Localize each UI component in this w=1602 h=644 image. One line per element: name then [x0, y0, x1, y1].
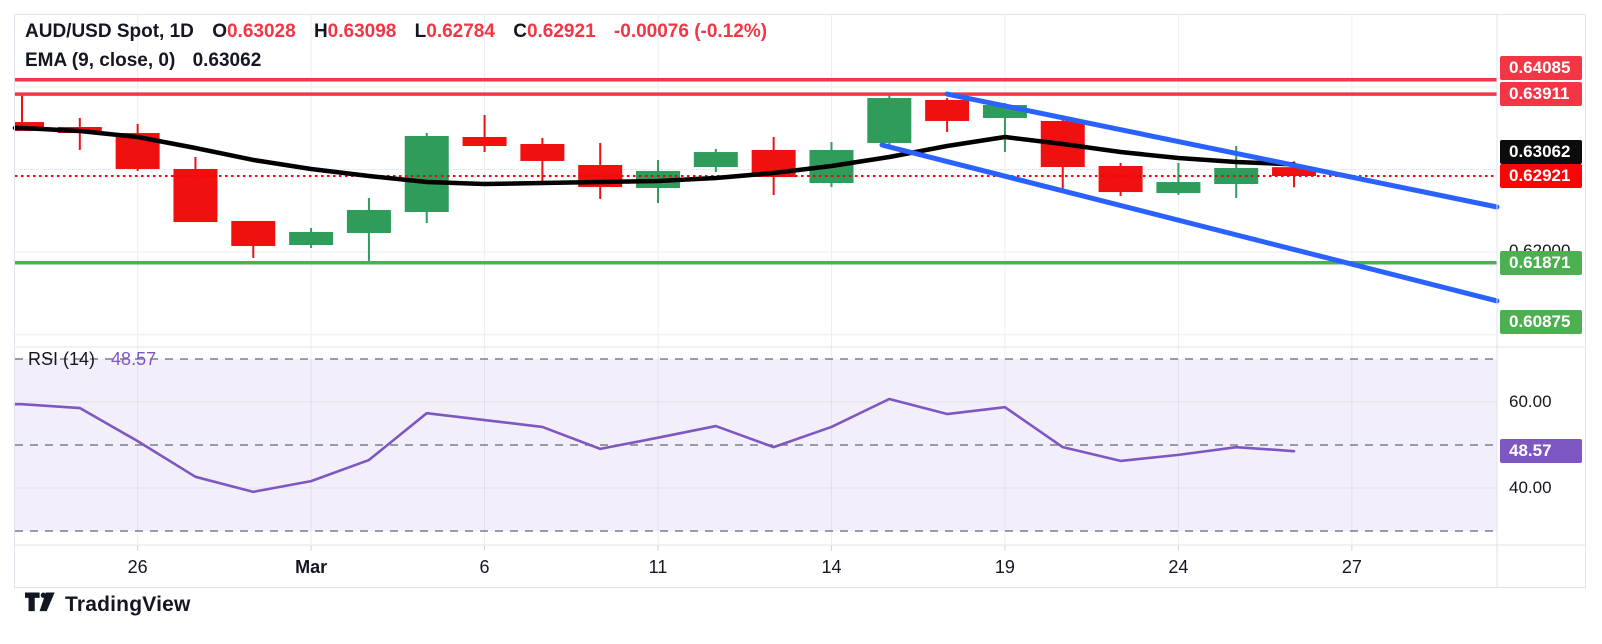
price-badge-support: 0.61871 — [1500, 251, 1582, 275]
price-badge-ema: 0.63062 — [1500, 140, 1582, 164]
open-value: 0.63028 — [226, 21, 296, 42]
low-label: L — [414, 21, 427, 42]
time-tick-label: Mar — [295, 557, 328, 577]
price-badge-last-close: 0.62921 — [1500, 164, 1582, 188]
time-tick-label: 27 — [1341, 557, 1362, 577]
close-label: C — [513, 21, 527, 42]
rsi-label: RSI (14) — [28, 349, 96, 369]
time-tick-label: 26 — [127, 557, 148, 577]
price-badge-resistance-lower: 0.63911 — [1500, 82, 1582, 106]
high-label: H — [313, 21, 328, 42]
time-tick-label: 24 — [1168, 557, 1189, 577]
time-tick-label: 6 — [479, 557, 490, 577]
price-badge-target: 0.60875 — [1500, 310, 1582, 334]
ema-value: 0.63062 — [192, 50, 262, 71]
symbol-legend[interactable]: AUD/USD Spot, 1D O0.63028 H0.63098 L0.62… — [25, 21, 767, 43]
ema-label: EMA (9, close, 0) — [25, 50, 176, 71]
tradingview-logo-text: TradingView — [65, 592, 191, 616]
low-value: 0.62784 — [426, 21, 495, 42]
rsi-legend[interactable]: RSI (14) 48.57 — [28, 349, 156, 370]
time-tick-label: 11 — [648, 557, 668, 577]
high-value: 0.63098 — [327, 21, 397, 42]
symbol-title: AUD/USD Spot, 1D — [25, 21, 194, 42]
open-label: O — [212, 21, 227, 42]
rsi-value: 48.57 — [111, 349, 157, 369]
price-badge-resistance-upper: 0.64085 — [1500, 56, 1582, 80]
time-tick-label: 14 — [821, 557, 842, 577]
rsi-axis-label-60: 60.00 — [1509, 392, 1552, 411]
ema-legend[interactable]: EMA (9, close, 0) 0.63062 — [25, 50, 261, 72]
time-tick-label: 19 — [994, 557, 1015, 577]
rsi-axis-label-40: 40.00 — [1509, 478, 1552, 497]
rsi-badge-value: 48.57 — [1500, 439, 1582, 463]
tradingview-logo-icon — [25, 592, 55, 612]
close-value: 0.62921 — [526, 21, 596, 42]
change-value: -0.00076 (-0.12%) — [613, 21, 768, 42]
tradingview-logo-link[interactable]: TradingView — [25, 591, 191, 618]
